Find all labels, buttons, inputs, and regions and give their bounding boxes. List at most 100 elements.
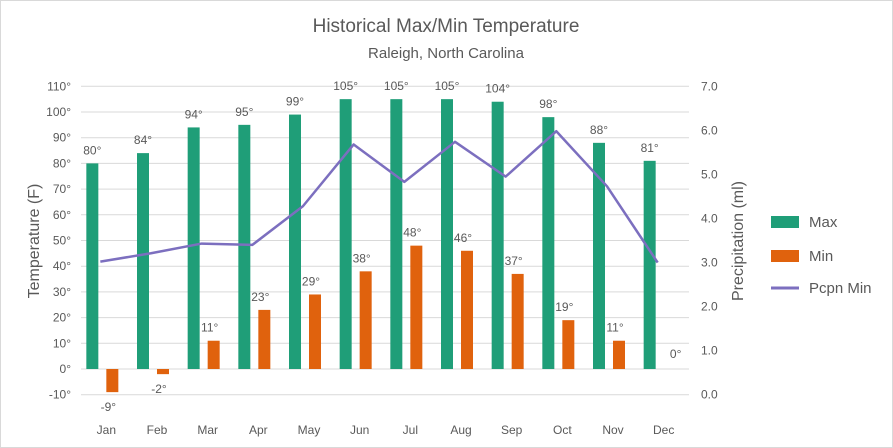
- data-label-min: 38°: [353, 251, 371, 265]
- x-axis-ticks: Jan Feb Mar Apr May Jun Jul Aug Sep Oct Nov Dec: [97, 423, 675, 437]
- bars: [86, 99, 656, 393]
- bar-max: [491, 101, 504, 369]
- y-tick-label: 110°: [47, 79, 71, 93]
- bar-min: [359, 271, 372, 369]
- bar-min: [106, 369, 119, 393]
- data-label-max: 105°: [384, 79, 409, 93]
- bar-min: [562, 320, 575, 369]
- data-label-max: 99°: [286, 95, 304, 109]
- bar-max: [187, 127, 200, 369]
- y2-axis-label: Precipitation (ml): [730, 181, 747, 301]
- data-label-min: 29°: [302, 274, 320, 288]
- data-label-max: 94°: [185, 107, 203, 121]
- x-tick-label: Jan: [97, 423, 116, 437]
- bar-max: [339, 99, 352, 370]
- data-label-min: 46°: [454, 231, 472, 245]
- y-tick-label: 80°: [53, 156, 71, 170]
- bar-min: [157, 369, 169, 375]
- y-tick-label: 10°: [53, 336, 71, 350]
- x-tick-label: Feb: [147, 423, 168, 437]
- data-label-max: 98°: [539, 97, 557, 111]
- y-tick-label: 50°: [53, 234, 71, 248]
- data-label-max: 84°: [134, 133, 152, 147]
- bar-max: [542, 117, 555, 369]
- data-label-min: 11°: [606, 321, 623, 335]
- x-tick-label: Nov: [602, 423, 623, 437]
- x-tick-label: Aug: [450, 423, 471, 437]
- y2-tick-label: 6.0: [701, 123, 718, 137]
- bar-max: [86, 163, 99, 369]
- y2-tick-label: 7.0: [701, 79, 718, 93]
- gridlines: [81, 85, 689, 396]
- bar-min: [511, 273, 524, 369]
- y-tick-label: 100°: [46, 105, 71, 119]
- y2-tick-label: 3.0: [701, 256, 718, 270]
- y-tick-label: 20°: [53, 311, 71, 325]
- y-tick-label: 90°: [53, 131, 71, 145]
- legend-swatch: [771, 216, 799, 228]
- data-label-max: 104°: [485, 82, 510, 96]
- data-label-min: 23°: [251, 290, 269, 304]
- legend: Max Min Pcpn Min: [771, 214, 872, 297]
- bar-max: [441, 99, 453, 370]
- y2-tick-label: 0.0: [701, 388, 718, 402]
- y-tick-label: 60°: [53, 208, 71, 222]
- data-label-max: 88°: [590, 123, 608, 137]
- data-label-min: -2°: [151, 382, 167, 396]
- data-label-min: -9°: [101, 400, 117, 414]
- x-tick-label: Sep: [501, 423, 523, 437]
- x-tick-label: Oct: [553, 423, 572, 437]
- data-label-min: 19°: [555, 300, 573, 314]
- data-label-max: 105°: [435, 79, 460, 93]
- x-tick-label: Mar: [197, 423, 218, 437]
- y-tick-label: 0°: [60, 362, 72, 376]
- y2-tick-label: 2.0: [701, 300, 718, 314]
- bar-max: [238, 124, 251, 369]
- data-label-min: 37°: [505, 254, 523, 268]
- x-tick-label: Jun: [350, 423, 369, 437]
- y-tick-label: 40°: [53, 259, 71, 273]
- bar-max: [137, 153, 149, 369]
- chart-title: Historical Max/Min Temperature: [313, 16, 580, 37]
- data-label-max: 81°: [641, 141, 659, 155]
- y-axis-ticks: -10° 0° 10° 20° 30° 40° 50° 60° 70° 80° 90° 100° 110…: [46, 79, 71, 401]
- y2-tick-label: 5.0: [701, 167, 718, 181]
- x-tick-label: May: [298, 423, 321, 437]
- data-label-min: 11°: [201, 321, 218, 335]
- bar-max: [593, 142, 605, 369]
- y2-tick-label: 4.0: [701, 211, 718, 225]
- data-labels: 80° -9° 84° -2° 94° 11° 95° 23° 99° 29° 105° 38° 105…: [83, 79, 681, 414]
- bar-max: [390, 99, 403, 370]
- legend-swatch: [771, 250, 799, 262]
- x-tick-label: Jul: [403, 423, 418, 437]
- bar-min: [461, 250, 473, 369]
- legend-label: Pcpn Min: [809, 280, 872, 297]
- bar-min: [613, 340, 625, 369]
- precipitation-line-path: [100, 129, 659, 264]
- legend-label: Max: [809, 214, 838, 231]
- data-label-min: 0°: [670, 347, 682, 361]
- y-tick-label: -10°: [49, 388, 71, 402]
- data-label-max: 95°: [235, 105, 253, 119]
- y-tick-label: 70°: [53, 182, 71, 196]
- bar-min: [258, 309, 271, 369]
- y2-axis-ticks: 0.0 1.0 2.0 3.0 4.0 5.0 6.0 7.0: [701, 79, 718, 401]
- bar-min: [207, 340, 220, 369]
- chart-subtitle: Raleigh, North Carolina: [368, 45, 525, 62]
- bar-min: [410, 245, 423, 369]
- precipitation-line: [100, 129, 659, 264]
- data-label-min: 48°: [403, 226, 421, 240]
- x-tick-label: Dec: [653, 423, 674, 437]
- y-axis-label: Temperature (F): [26, 184, 43, 299]
- y-tick-label: 30°: [53, 285, 71, 299]
- data-label-max: 80°: [83, 143, 101, 157]
- bar-max: [289, 114, 301, 369]
- bar-min: [309, 294, 321, 369]
- data-label-max: 105°: [333, 79, 358, 93]
- bar-max: [643, 160, 656, 369]
- legend-label: Min: [809, 248, 833, 265]
- x-tick-label: Apr: [249, 423, 268, 437]
- y2-tick-label: 1.0: [701, 344, 718, 358]
